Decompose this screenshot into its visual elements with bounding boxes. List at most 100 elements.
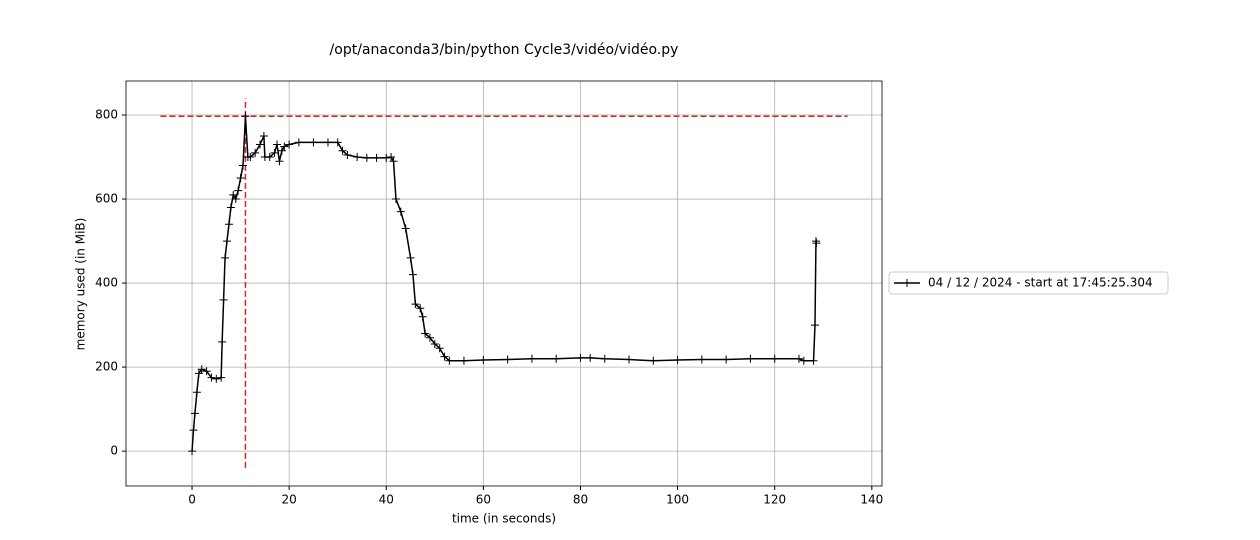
point-marker [224, 220, 233, 229]
point-marker [236, 174, 245, 183]
point-marker [323, 138, 332, 147]
point-marker [188, 447, 197, 456]
point-marker [440, 352, 449, 361]
point-marker [217, 373, 226, 382]
y-tick-label: 200 [95, 360, 118, 374]
plot-frame [125, 80, 883, 487]
point-marker [810, 321, 819, 330]
point-marker [221, 253, 230, 262]
point-marker [192, 388, 201, 397]
legend-box [888, 271, 1169, 295]
point-marker [251, 148, 260, 157]
point-marker [372, 153, 381, 162]
point-marker [625, 355, 634, 364]
point-marker [396, 207, 405, 216]
point-marker [418, 312, 427, 321]
point-marker [219, 295, 228, 304]
point-marker [746, 354, 755, 363]
x-tick-label: 80 [573, 493, 588, 507]
point-marker [770, 354, 779, 363]
point-marker [222, 237, 231, 246]
point-marker [527, 354, 536, 363]
legend-label: 04 / 12 / 2024 - start at 17:45:25.304 [928, 276, 1153, 290]
y-tick-label: 600 [95, 192, 118, 206]
point-marker [459, 356, 468, 365]
point-marker [338, 146, 347, 155]
point-marker [234, 186, 243, 195]
point-marker [430, 339, 439, 348]
point-marker [285, 140, 294, 149]
point-marker [382, 153, 391, 162]
point-marker [309, 138, 318, 147]
point-marker [503, 355, 512, 364]
point-marker [401, 224, 410, 233]
point-marker [722, 355, 731, 364]
point-marker [435, 344, 444, 353]
x-tick-label: 40 [379, 493, 394, 507]
point-marker [218, 337, 227, 346]
point-marker [212, 374, 221, 383]
point-marker [411, 300, 420, 309]
point-marker [425, 333, 434, 342]
point-marker [697, 355, 706, 364]
point-marker [353, 153, 362, 162]
point-marker [246, 153, 255, 162]
point-marker [190, 409, 199, 418]
point-marker [408, 270, 417, 279]
chart-title: /opt/anaconda3/bin/python Cycle3/vidéo/v… [330, 42, 679, 58]
x-tick-label: 20 [282, 493, 297, 507]
point-marker [389, 157, 398, 166]
point-marker [362, 153, 371, 162]
point-marker [197, 365, 206, 374]
point-marker [799, 356, 808, 365]
point-marker [277, 146, 286, 155]
point-marker [809, 356, 818, 365]
point-marker [194, 369, 203, 378]
point-marker [207, 373, 216, 382]
point-marker [343, 150, 352, 159]
x-axis-label: time (in seconds) [452, 512, 556, 526]
point-marker [241, 112, 250, 121]
point-marker [275, 157, 284, 166]
point-marker [387, 153, 396, 162]
x-tick-label: 140 [860, 493, 883, 507]
x-tick-label: 0 [188, 493, 196, 507]
point-marker [229, 190, 238, 199]
x-tick-label: 120 [763, 493, 786, 507]
series-line [191, 116, 818, 452]
point-marker [406, 253, 415, 262]
point-marker [239, 161, 248, 170]
point-marker [273, 140, 282, 149]
y-tick-label: 0 [110, 444, 118, 458]
point-marker [259, 132, 268, 141]
y-tick-label: 800 [95, 108, 118, 122]
point-marker [586, 353, 595, 362]
point-marker [280, 142, 289, 151]
x-tick-label: 100 [666, 493, 689, 507]
point-marker [226, 203, 235, 212]
point-marker [445, 356, 454, 365]
point-marker [576, 353, 585, 362]
point-marker [189, 426, 198, 435]
point-marker [333, 138, 342, 147]
point-marker [812, 239, 821, 248]
point-marker [202, 367, 211, 376]
point-marker [649, 356, 658, 365]
point-marker [552, 354, 561, 363]
point-marker [416, 304, 425, 313]
point-marker [270, 148, 279, 157]
point-marker [794, 354, 803, 363]
point-marker [265, 153, 274, 162]
point-marker [294, 138, 303, 147]
point-marker [231, 195, 240, 204]
legend-marker [903, 279, 911, 287]
point-marker [600, 354, 609, 363]
point-marker [673, 355, 682, 364]
point-marker [479, 355, 488, 364]
point-marker [421, 329, 430, 338]
x-tick-label: 60 [476, 493, 491, 507]
point-marker [391, 195, 400, 204]
y-tick-label: 400 [95, 276, 118, 290]
point-marker [256, 140, 265, 149]
